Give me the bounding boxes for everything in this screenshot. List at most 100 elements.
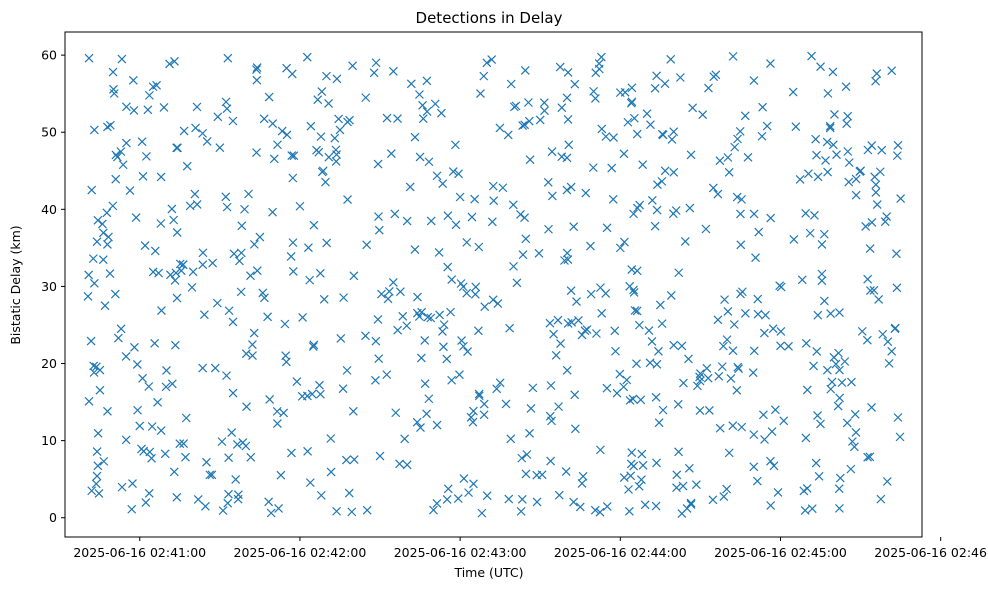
data-point bbox=[167, 379, 177, 389]
data-point bbox=[150, 246, 160, 256]
data-point bbox=[227, 428, 237, 438]
data-point bbox=[892, 249, 901, 259]
data-point bbox=[393, 325, 403, 335]
data-point bbox=[137, 444, 146, 454]
data-point bbox=[640, 500, 650, 510]
data-point bbox=[861, 221, 871, 231]
data-point bbox=[429, 505, 438, 515]
data-point bbox=[646, 120, 655, 130]
data-point bbox=[435, 310, 445, 320]
data-point bbox=[259, 293, 269, 303]
data-point bbox=[602, 383, 612, 393]
data-point bbox=[846, 464, 856, 474]
data-point bbox=[488, 295, 498, 305]
data-point bbox=[754, 227, 764, 237]
data-point bbox=[269, 154, 279, 164]
data-point bbox=[118, 160, 128, 170]
data-point bbox=[277, 126, 287, 136]
data-point bbox=[849, 442, 859, 452]
data-point bbox=[607, 163, 617, 173]
data-point bbox=[371, 375, 380, 385]
data-point bbox=[129, 106, 139, 115]
x-tick-label: 2025-06-16 02:44:00 bbox=[554, 545, 687, 560]
data-point bbox=[880, 217, 890, 227]
data-point bbox=[702, 363, 712, 373]
data-point bbox=[344, 488, 354, 498]
data-point bbox=[602, 502, 612, 511]
data-point bbox=[198, 248, 208, 258]
data-point bbox=[872, 69, 882, 78]
data-point bbox=[104, 232, 113, 242]
data-point bbox=[462, 237, 472, 247]
data-point bbox=[724, 167, 734, 177]
data-point bbox=[224, 489, 233, 499]
data-point bbox=[229, 249, 239, 259]
data-point bbox=[140, 241, 150, 250]
data-point bbox=[92, 447, 102, 456]
data-point bbox=[182, 161, 192, 171]
data-point bbox=[432, 498, 442, 508]
data-point bbox=[246, 452, 256, 462]
data-point bbox=[843, 111, 853, 121]
data-point bbox=[175, 439, 185, 449]
data-point bbox=[98, 228, 108, 238]
data-point bbox=[221, 97, 231, 107]
data-point bbox=[113, 333, 123, 343]
data-point bbox=[517, 494, 527, 504]
data-point bbox=[443, 262, 453, 272]
data-point bbox=[532, 497, 542, 507]
data-point bbox=[321, 177, 330, 187]
data-point bbox=[190, 189, 200, 199]
data-point bbox=[416, 353, 426, 363]
data-point bbox=[362, 505, 372, 515]
data-point bbox=[723, 153, 733, 162]
data-point bbox=[330, 133, 340, 143]
data-point bbox=[874, 294, 884, 304]
data-point bbox=[249, 239, 259, 249]
data-point bbox=[342, 365, 352, 375]
data-point bbox=[402, 321, 412, 331]
data-point bbox=[453, 494, 463, 504]
data-point bbox=[629, 288, 639, 297]
data-point bbox=[172, 228, 182, 237]
data-point bbox=[546, 456, 556, 466]
data-point bbox=[208, 258, 218, 268]
data-point bbox=[422, 409, 431, 419]
data-point bbox=[141, 151, 151, 161]
data-point bbox=[422, 107, 432, 117]
data-point bbox=[259, 114, 269, 124]
data-point bbox=[438, 179, 448, 189]
data-point bbox=[691, 480, 701, 490]
data-point bbox=[248, 351, 257, 360]
data-point bbox=[766, 213, 776, 223]
data-point bbox=[128, 479, 137, 488]
data-point bbox=[638, 160, 648, 170]
data-point bbox=[797, 275, 807, 285]
data-point bbox=[650, 221, 660, 231]
data-point bbox=[286, 252, 296, 261]
data-point bbox=[237, 221, 247, 231]
data-point bbox=[695, 369, 705, 378]
data-point bbox=[779, 416, 789, 426]
data-point bbox=[591, 68, 601, 78]
data-point bbox=[89, 125, 99, 135]
data-point bbox=[847, 377, 856, 387]
data-point bbox=[336, 333, 346, 343]
data-point bbox=[470, 289, 480, 299]
data-point bbox=[601, 132, 611, 141]
data-point bbox=[596, 52, 606, 62]
data-point bbox=[455, 192, 465, 202]
data-point bbox=[487, 55, 497, 64]
data-point bbox=[566, 182, 576, 192]
data-point bbox=[608, 194, 618, 204]
data-point bbox=[402, 216, 412, 226]
data-point bbox=[100, 301, 110, 311]
data-point bbox=[145, 447, 155, 457]
data-point bbox=[457, 336, 466, 346]
data-point bbox=[244, 189, 253, 199]
data-point bbox=[708, 183, 718, 193]
data-point bbox=[563, 114, 573, 124]
data-point bbox=[402, 460, 412, 470]
data-point bbox=[651, 392, 661, 402]
data-point bbox=[238, 438, 248, 447]
